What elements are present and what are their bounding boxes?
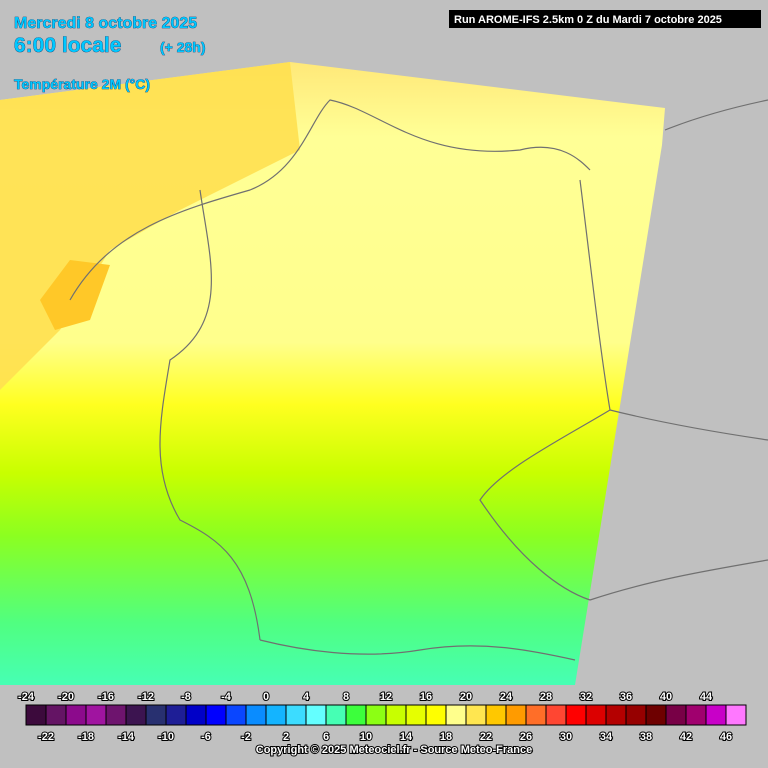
legend-label: -18	[78, 731, 94, 743]
legend-swatch	[725, 704, 747, 726]
border-west	[159, 189, 261, 641]
legend-label: -8	[181, 691, 191, 703]
legend-label: 40	[660, 691, 672, 703]
run-info: Run AROME-IFS 2.5km 0 Z du Mardi 7 octob…	[454, 14, 722, 26]
legend-label: 46	[720, 731, 732, 743]
legend-swatch	[625, 704, 647, 726]
legend-label: -6	[201, 731, 211, 743]
legend-label: -2	[241, 731, 251, 743]
legend-label: 8	[343, 691, 349, 703]
legend-swatch	[365, 704, 387, 726]
legend-label: 20	[460, 691, 472, 703]
legend-label: 12	[380, 691, 392, 703]
legend-swatch	[405, 704, 427, 726]
border-east-outside	[589, 99, 768, 601]
legend-label: 22	[480, 731, 492, 743]
coastline	[69, 99, 591, 301]
copyright: Copyright © 2025 Meteociel.fr - Source M…	[256, 744, 532, 756]
legend-swatch	[125, 704, 147, 726]
legend-label: -20	[58, 691, 74, 703]
legend-swatch	[645, 704, 667, 726]
legend-swatch	[585, 704, 607, 726]
legend-label: 38	[640, 731, 652, 743]
legend: -24-22-20-18-16-14-12-10-8-6-4-202468101…	[17, 690, 747, 744]
legend-label: 26	[520, 731, 532, 743]
legend-label: 24	[500, 691, 513, 703]
border-east	[479, 179, 611, 601]
legend-label: -12	[138, 691, 154, 703]
legend-label: 0	[263, 691, 269, 703]
warm-patch	[40, 260, 110, 330]
legend-label: 2	[283, 731, 289, 743]
legend-swatch	[45, 704, 67, 726]
legend-swatch	[105, 704, 127, 726]
border-south	[259, 639, 576, 661]
legend-swatch	[325, 704, 347, 726]
parameter: Température 2M (°C)	[14, 76, 150, 92]
legend-label: -10	[158, 731, 174, 743]
legend-swatch	[565, 704, 587, 726]
legend-swatch	[685, 704, 707, 726]
legend-label: 36	[620, 691, 632, 703]
legend-swatch	[25, 704, 47, 726]
legend-swatch	[65, 704, 87, 726]
legend-label: 32	[580, 691, 592, 703]
legend-swatch	[165, 704, 187, 726]
legend-swatch	[185, 704, 207, 726]
legend-swatch	[485, 704, 507, 726]
legend-swatch	[205, 704, 227, 726]
legend-label: 44	[700, 691, 713, 703]
legend-swatch	[245, 704, 267, 726]
forecast-date: Mercredi 8 octobre 2025	[14, 15, 197, 32]
legend-label: -22	[38, 731, 54, 743]
legend-swatch	[385, 704, 407, 726]
legend-swatch	[285, 704, 307, 726]
run-banner	[449, 10, 761, 28]
legend-label: 30	[560, 731, 572, 743]
legend-swatch	[705, 704, 727, 726]
legend-swatch	[465, 704, 487, 726]
forecast-time: 6:00 locale	[14, 34, 121, 57]
legend-swatch	[545, 704, 567, 726]
legend-label: -14	[118, 731, 135, 743]
legend-label: 42	[680, 731, 692, 743]
legend-swatch	[665, 704, 687, 726]
map	[0, 62, 768, 685]
legend-label: 4	[303, 691, 310, 703]
legend-swatch	[505, 704, 527, 726]
legend-label: -16	[98, 691, 114, 703]
legend-swatch	[305, 704, 327, 726]
legend-swatch	[225, 704, 247, 726]
legend-label: 34	[600, 731, 613, 743]
legend-label: 16	[420, 691, 432, 703]
legend-label: 14	[400, 731, 413, 743]
legend-swatch	[605, 704, 627, 726]
legend-swatch	[145, 704, 167, 726]
legend-swatch	[425, 704, 447, 726]
legend-swatch	[265, 704, 287, 726]
legend-label: -24	[18, 691, 35, 703]
legend-label: -4	[221, 691, 232, 703]
legend-label: 10	[360, 731, 372, 743]
forecast-lead: (+ 28h)	[160, 39, 206, 55]
legend-label: 28	[540, 691, 552, 703]
legend-swatch	[525, 704, 547, 726]
legend-swatch	[445, 704, 467, 726]
legend-label: 6	[323, 731, 329, 743]
legend-label: 18	[440, 731, 452, 743]
legend-background	[0, 685, 768, 768]
legend-swatch	[345, 704, 367, 726]
legend-swatch	[85, 704, 107, 726]
